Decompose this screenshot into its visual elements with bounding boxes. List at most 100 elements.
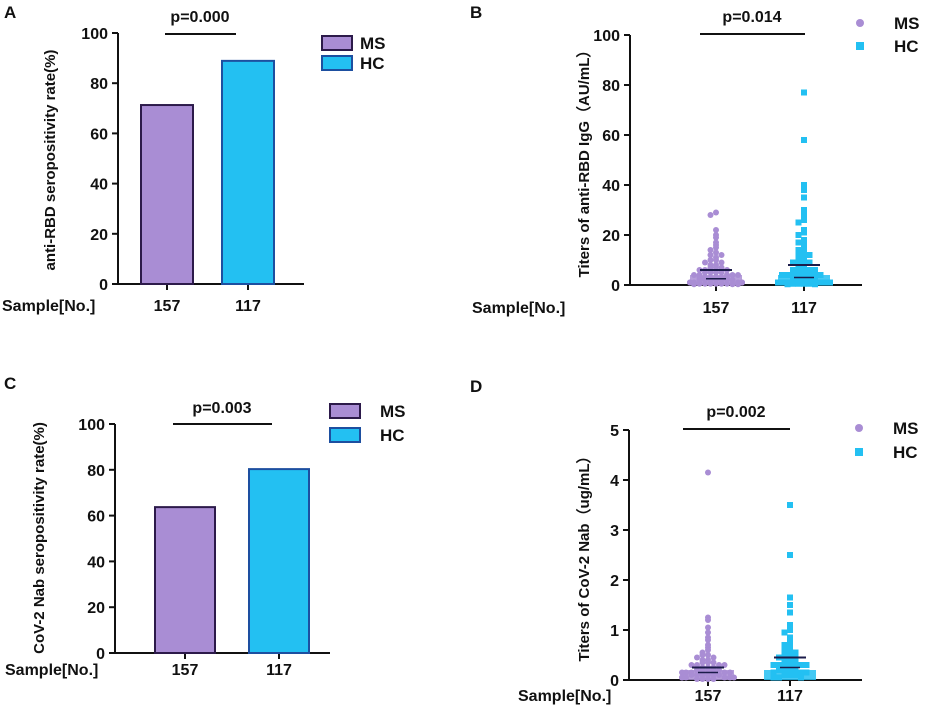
sample-label: Sample[No.] — [518, 688, 611, 705]
y-tick-label: 2 — [610, 573, 619, 590]
data-point — [705, 617, 711, 623]
data-point — [806, 269, 813, 276]
data-point — [787, 594, 793, 601]
sample-count-hc: 117 — [791, 300, 817, 317]
data-point — [696, 267, 703, 273]
data-point — [795, 239, 802, 246]
data-point — [795, 247, 802, 253]
p-value-label: p=0.002 — [706, 404, 765, 421]
bar-hc — [221, 59, 275, 286]
data-point — [787, 622, 793, 628]
data-point — [707, 257, 714, 263]
data-point — [781, 659, 788, 666]
data-point — [705, 652, 711, 658]
legend-swatch-ms — [329, 403, 361, 419]
y-tick-label: 60 — [87, 509, 105, 526]
bar-hc — [248, 468, 310, 654]
y-axis-label: Titers of anti-RBD IgG（AU/mL） — [575, 43, 593, 278]
data-point — [801, 182, 807, 188]
data-point — [801, 194, 807, 201]
y-tick-label: 20 — [87, 600, 105, 617]
series-hc — [764, 502, 816, 681]
legend-label-hc: HC — [360, 54, 385, 73]
data-point — [707, 212, 714, 218]
data-point — [792, 649, 799, 656]
data-point — [694, 654, 700, 661]
data-point — [787, 627, 793, 633]
data-point — [781, 629, 788, 636]
data-point — [792, 659, 799, 666]
data-point — [787, 639, 793, 646]
legend-marker-hc — [856, 42, 864, 50]
data-point — [801, 229, 807, 236]
bar-ms — [140, 104, 194, 285]
legend-label-ms: MS — [380, 402, 406, 421]
y-tick-label: 0 — [611, 278, 620, 295]
p-value-label: p=0.003 — [192, 400, 251, 417]
data-point — [710, 659, 717, 666]
data-point — [781, 652, 788, 658]
y-tick-label: 40 — [90, 177, 108, 194]
data-point — [781, 647, 788, 653]
data-point — [705, 637, 711, 643]
sample-count-hc: 117 — [266, 662, 292, 679]
data-point — [801, 207, 807, 213]
panel-letter: A — [4, 3, 16, 22]
sample-count-hc: 117 — [235, 298, 261, 315]
sample-count-ms: 157 — [172, 662, 199, 679]
legend-marker-ms — [856, 19, 864, 27]
legend-swatch-ms — [321, 35, 353, 51]
data-point — [718, 259, 725, 266]
data-point — [787, 652, 793, 658]
y-axis-label: CoV-2 Nab seropositivity rate(%) — [31, 422, 48, 654]
legend-label-ms: MS — [360, 34, 386, 53]
data-point — [795, 264, 802, 271]
y-tick-label: 20 — [90, 227, 108, 244]
series-ms — [687, 209, 745, 288]
data-point — [705, 624, 711, 631]
sample-count-ms: 157 — [703, 300, 730, 317]
data-point — [795, 257, 802, 263]
data-point — [705, 647, 711, 653]
data-point — [790, 259, 796, 266]
sample-count-hc: 117 — [777, 688, 803, 705]
data-point — [801, 187, 807, 193]
panel-letter: B — [470, 3, 482, 22]
y-tick-label: 1 — [610, 623, 619, 640]
data-point — [801, 257, 807, 263]
data-point — [707, 247, 714, 253]
data-point — [718, 252, 725, 258]
data-point — [795, 232, 802, 238]
dense-cluster — [690, 275, 742, 285]
legend-marker-ms — [855, 424, 863, 432]
data-point — [806, 252, 813, 258]
data-point — [705, 469, 711, 476]
y-tick-label: 80 — [90, 76, 108, 93]
y-tick-label: 80 — [602, 78, 620, 95]
y-tick-label: 0 — [610, 673, 619, 690]
data-point — [798, 662, 804, 668]
data-point — [713, 257, 719, 263]
series-ms — [679, 469, 737, 682]
data-point — [787, 647, 793, 653]
data-point — [795, 252, 802, 258]
data-point — [710, 654, 717, 661]
data-point — [795, 219, 802, 226]
sample-count-ms: 157 — [154, 298, 181, 315]
data-point — [713, 227, 719, 233]
y-tick-label: 4 — [610, 473, 619, 490]
data-point — [699, 652, 706, 658]
data-point — [713, 209, 719, 216]
y-tick-label: 60 — [602, 128, 620, 145]
dense-cluster — [764, 670, 816, 680]
y-tick-label: 3 — [610, 523, 619, 540]
legend-swatch-hc — [329, 427, 361, 443]
panel-letter: D — [470, 377, 482, 396]
y-tick-label: 100 — [78, 417, 105, 434]
data-point — [806, 259, 813, 266]
panel-a: A 0 20 40 60 80 100 anti-RBD seropositivity rat… — [2, 3, 386, 315]
data-point — [781, 642, 788, 648]
legend-label-ms: MS — [894, 14, 920, 33]
legend-label-hc: HC — [894, 37, 919, 56]
